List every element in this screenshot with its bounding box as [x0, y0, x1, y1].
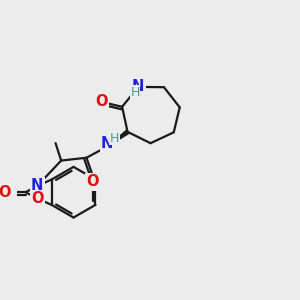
Text: O: O	[86, 174, 98, 189]
Text: H: H	[130, 86, 140, 99]
Text: N: N	[31, 178, 44, 194]
Text: N: N	[101, 136, 113, 151]
Text: N: N	[132, 80, 145, 94]
Text: O: O	[31, 191, 44, 206]
Text: O: O	[0, 185, 11, 200]
Text: H: H	[110, 131, 119, 145]
Polygon shape	[108, 130, 129, 146]
Text: O: O	[95, 94, 108, 110]
